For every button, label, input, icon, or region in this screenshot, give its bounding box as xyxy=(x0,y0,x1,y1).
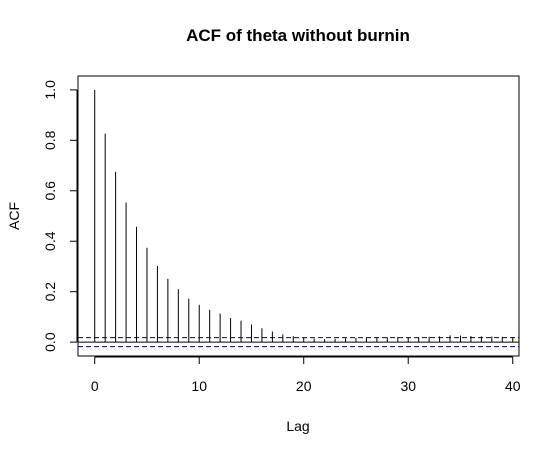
x-axis-label: Lag xyxy=(286,418,309,434)
y-tick-label: 0.4 xyxy=(42,231,58,251)
y-tick-label: 0.2 xyxy=(42,282,58,302)
y-axis: 0.0 0.2 0.4 0.6 0.8 1.0 xyxy=(42,80,77,352)
chart-title: ACF of theta without burnin xyxy=(186,26,410,45)
x-tick-label: 40 xyxy=(505,378,521,394)
y-tick-label: 0.8 xyxy=(42,130,58,150)
x-tick-label: 10 xyxy=(191,378,207,394)
x-tick-label: 20 xyxy=(296,378,312,394)
y-tick-label: 1.0 xyxy=(42,80,58,100)
x-tick-label: 0 xyxy=(91,378,99,394)
y-tick-label: 0.0 xyxy=(42,332,58,352)
acf-spikes xyxy=(78,90,519,342)
x-axis: 0 10 20 30 40 xyxy=(91,357,521,394)
y-tick-label: 0.6 xyxy=(42,181,58,201)
y-axis-label: ACF xyxy=(6,202,22,230)
plot-frame xyxy=(78,76,519,356)
x-tick-label: 30 xyxy=(400,378,416,394)
